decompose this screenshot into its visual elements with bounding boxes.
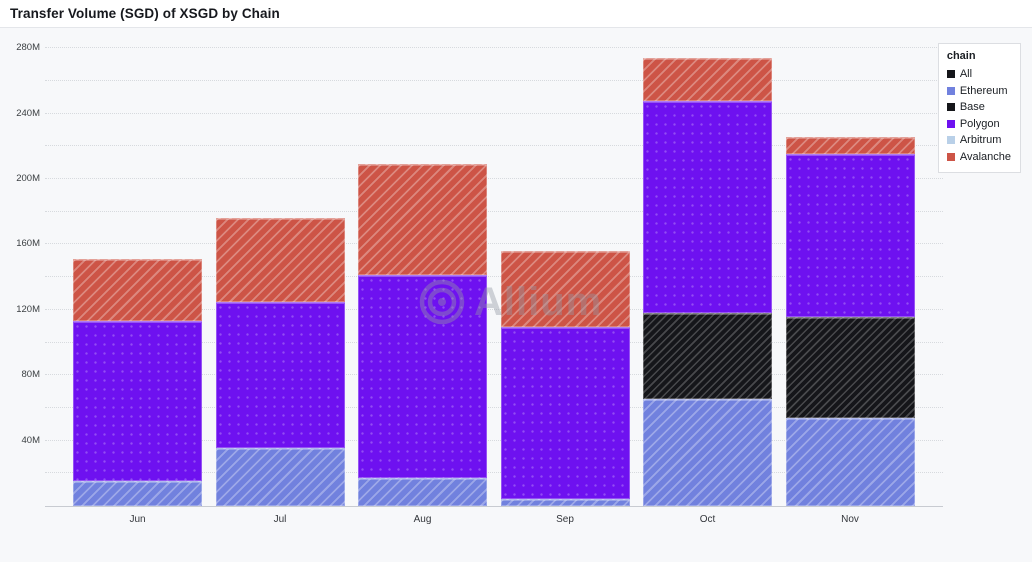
gridline-60M [45,406,943,408]
bar-segment-ethereum-jul[interactable] [215,447,345,506]
gridline-20M [45,472,943,474]
bar-segment-avalanche-aug[interactable] [358,163,487,275]
bar-segment-polygon-jun[interactable] [73,321,202,482]
y-axis-tick-label: 80M [21,369,40,381]
bar-segment-polygon-sep[interactable] [500,326,630,500]
bar-jun[interactable] [73,259,202,506]
bar-segment-avalanche-oct[interactable] [643,58,772,101]
chart-header: Transfer Volume (SGD) of XSGD by Chain [0,0,1032,28]
gridline-220M [45,145,943,147]
legend-item-avalanche[interactable]: Avalanche [946,149,1011,166]
legend-label: Ethereum [959,84,1008,97]
legend-swatch-all [946,70,955,79]
gridline-260M [45,79,943,81]
y-axis-tick-label: 200M [16,173,40,184]
bar-segment-ethereum-aug[interactable] [358,478,487,506]
legend-swatch-avalanche [946,152,955,161]
legend-item-all[interactable]: All [946,66,1011,83]
bar-jul[interactable] [215,218,345,506]
legend-swatch-arbitrum [946,136,955,145]
bar-nov[interactable] [785,136,915,506]
plot-area [45,40,943,506]
bar-aug[interactable] [358,163,487,506]
chart-region: Allium chain All Ethereum Base Polygon Arbit… [0,28,1032,562]
y-axis-tick-label: 120M [16,303,40,315]
bar-oct[interactable] [643,58,772,506]
legend-swatch-base [946,103,955,112]
legend-item-base[interactable]: Base [946,99,1011,116]
bar-segment-avalanche-jun[interactable] [73,259,202,322]
bar-segment-avalanche-sep[interactable] [500,250,630,327]
y-axis-tick-label: 280M [16,42,40,54]
legend-item-ethereum[interactable]: Ethereum [946,83,1011,100]
y-axis-tick-label: 40M [21,434,40,446]
gridline-200M [45,178,943,179]
legend-swatch-polygon [946,119,955,128]
legend-label: All [959,68,973,81]
bar-segment-ethereum-oct[interactable] [643,399,772,506]
legend-label: Base [959,101,985,114]
bar-segment-avalanche-nov[interactable] [785,136,915,154]
legend-title: chain [946,50,976,62]
legend-items: All Ethereum Base Polygon Arbitrum Avalanche [946,66,1011,166]
y-axis-tick-label: 240M [16,107,40,119]
chart-title: Transfer Volume (SGD) of XSGD by Chain [10,6,280,21]
bar-segment-base-nov[interactable] [785,316,915,418]
gridline-100M [45,341,943,343]
bar-segment-ethereum-sep[interactable] [500,499,630,506]
legend-label: Polygon [959,117,1000,130]
x-axis-line [45,506,943,507]
bar-segment-polygon-jul[interactable] [215,301,345,448]
x-axis-tick-label: Jun [129,514,146,525]
legend-swatch-ethereum [946,86,955,95]
legend-label: Avalanche [959,150,1011,163]
x-axis-tick-label: Nov [841,514,859,525]
bar-sep[interactable] [500,250,630,506]
x-axis-tick-label: Sep [556,514,574,525]
bar-segment-base-oct[interactable] [643,312,772,400]
x-axis-tick-label: Aug [413,514,432,525]
legend-item-arbitrum[interactable]: Arbitrum [946,132,1011,149]
x-axis-tick-label: Oct [699,514,716,525]
bar-segment-polygon-aug[interactable] [358,274,487,479]
x-axis-tick-label: Jul [273,514,287,525]
y-axis-tick-label: 160M [16,238,40,250]
bar-segment-ethereum-jun[interactable] [73,481,202,506]
legend-item-polygon[interactable]: Polygon [946,116,1011,133]
gridline-80M [45,374,943,376]
gridline-140M [45,276,943,278]
gridline-180M [45,210,943,212]
bar-segment-ethereum-nov[interactable] [785,417,915,506]
bar-segment-avalanche-jul[interactable] [215,218,345,302]
gridline-40M [45,439,943,441]
gridline-240M [45,112,943,114]
legend: chain All Ethereum Base Polygon Arbitrum Aval… [937,43,1021,173]
gridline-160M [45,243,943,245]
bar-segment-polygon-oct[interactable] [643,100,772,313]
legend-label: Arbitrum [959,134,1002,147]
gridline-120M [45,308,943,310]
gridline-280M [45,47,943,49]
bar-segment-polygon-nov[interactable] [785,154,915,317]
